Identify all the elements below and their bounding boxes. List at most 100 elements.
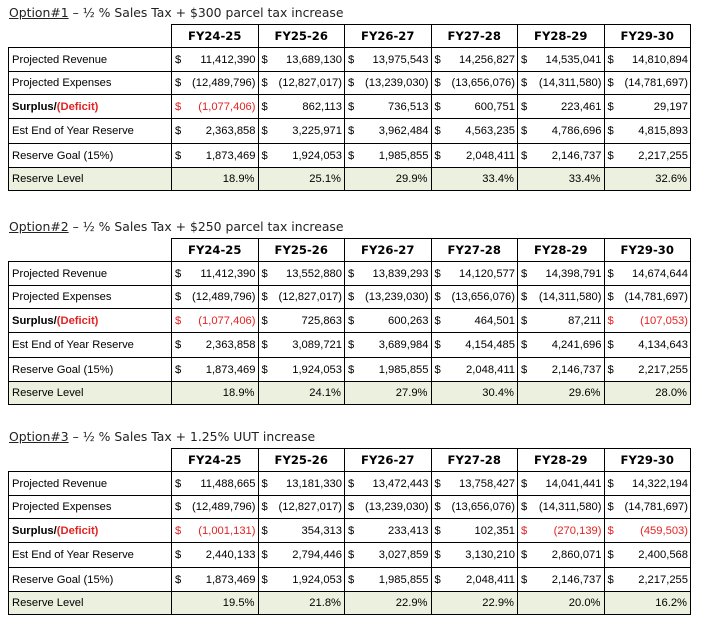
col-header: FY29-30 <box>603 24 691 48</box>
amount-value: (12,827,017) <box>278 291 342 303</box>
amount-value: (14,781,697) <box>624 291 688 303</box>
header-blank <box>8 448 172 472</box>
col-header: FY24-25 <box>171 448 259 472</box>
amount-value: (13,239,030) <box>365 77 429 89</box>
value-wrap: $102,351 <box>434 525 516 537</box>
amount-value: (459,503) <box>640 524 688 537</box>
expenses-cell: $ (13,656,076) <box>430 285 518 309</box>
reserve-cell: $3,027,859 <box>344 542 432 568</box>
deficit-label-text: (Deficit) <box>56 100 99 113</box>
amount-value: 1,985,855 <box>378 149 429 162</box>
currency-symbol: $ <box>434 100 441 113</box>
value-wrap: $ (12,827,017) <box>261 501 343 513</box>
amount-value: 1,873,469 <box>205 363 256 376</box>
surplus-row: Surplus/(Deficit) $ (1,077,406) $725,863 $60… <box>8 308 691 333</box>
currency-symbol: $ <box>348 549 355 561</box>
value-wrap: $11,412,390 <box>174 268 256 280</box>
amount-value: 14,810,894 <box>632 53 688 66</box>
value-wrap: $ (13,239,030) <box>347 501 429 513</box>
amount-value: 1,924,053 <box>292 573 342 586</box>
expenses-cell: $ (13,239,030) <box>344 71 432 95</box>
currency-symbol: $ <box>434 477 441 490</box>
amount-value: 14,535,041 <box>545 53 602 66</box>
currency-symbol: $ <box>348 524 355 537</box>
currency-symbol: $ <box>521 291 528 303</box>
value-wrap: $ (13,239,030) <box>347 291 429 303</box>
surplus-label-text: Surplus/ <box>12 524 57 537</box>
level-label: Reserve Level <box>8 381 172 405</box>
currency-symbol: $ <box>521 549 528 561</box>
revenue-row: Projected Revenue $11,488,665 $13,181,330 $… <box>8 471 691 496</box>
currency-symbol: $ <box>434 573 441 586</box>
value-wrap: $ (13,656,076) <box>434 77 516 89</box>
value-wrap: $ (12,827,017) <box>261 291 343 303</box>
level-cell: 32.6% <box>603 167 691 191</box>
goal-cell: $1,985,855 <box>344 143 432 168</box>
expenses-row: Projected Expenses $ (12,489,796) $ (12,827,… <box>8 495 691 519</box>
goal-cell: $2,217,255 <box>603 143 691 168</box>
amount-value: 3,089,721 <box>292 339 342 351</box>
value-wrap: $1,985,855 <box>347 150 429 162</box>
currency-symbol: $ <box>261 291 268 303</box>
amount-value: 2,146,737 <box>551 363 602 376</box>
level-cell: 21.8% <box>257 591 345 615</box>
currency-symbol: $ <box>348 314 355 327</box>
currency-symbol: $ <box>434 267 441 280</box>
reserve-cell: $4,154,485 <box>430 332 518 358</box>
value-wrap: $ (270,139) <box>520 525 602 537</box>
surplus-label: Surplus/(Deficit) <box>8 518 172 543</box>
value-wrap: $600,751 <box>434 101 516 113</box>
amount-value: (12,489,796) <box>192 501 256 513</box>
amount-value: 13,472,443 <box>372 477 429 490</box>
currency-symbol: $ <box>607 363 614 376</box>
level-label: Reserve Level <box>8 591 172 615</box>
amount-value: 3,962,484 <box>378 125 429 137</box>
amount-value: 2,146,737 <box>551 573 602 586</box>
currency-symbol: $ <box>175 314 182 327</box>
header-blank <box>8 24 172 48</box>
goal-cell: $2,048,411 <box>430 567 518 592</box>
revenue-cell: $11,412,390 <box>171 47 259 72</box>
value-wrap: $ (14,781,697) <box>607 291 689 303</box>
amount-value: 4,815,893 <box>638 125 688 137</box>
surplus-cell: $ (1,001,131) <box>171 518 259 543</box>
currency-symbol: $ <box>175 501 182 513</box>
expenses-cell: $ (14,781,697) <box>603 71 691 95</box>
amount-value: 2,363,858 <box>205 125 256 137</box>
currency-symbol: $ <box>521 339 528 351</box>
amount-value: (270,139) <box>553 524 602 537</box>
amount-value: 2,860,071 <box>551 549 602 561</box>
currency-symbol: $ <box>607 291 614 303</box>
amount-value: 223,461 <box>561 100 602 113</box>
currency-symbol: $ <box>175 549 182 561</box>
value-wrap: $ (13,656,076) <box>434 501 516 513</box>
col-header: FY26-27 <box>344 448 432 472</box>
revenue-cell: $13,758,427 <box>430 471 518 496</box>
option-2-description: – ½ % Sales Tax + $250 parcel tax increa… <box>68 219 344 234</box>
level-cell: 16.2% <box>603 591 691 615</box>
currency-symbol: $ <box>434 549 441 561</box>
amount-value: 4,786,696 <box>551 125 602 137</box>
currency-symbol: $ <box>175 339 182 351</box>
value-wrap: $2,146,737 <box>520 574 602 586</box>
surplus-cell: $736,513 <box>344 94 432 119</box>
col-header: FY28-29 <box>517 238 605 262</box>
level-cell: 25.1% <box>257 167 345 191</box>
currency-symbol: $ <box>175 125 182 137</box>
amount-value: 2,363,858 <box>205 339 256 351</box>
amount-value: 2,048,411 <box>466 149 515 162</box>
amount-value: (12,489,796) <box>192 291 256 303</box>
goal-cell: $2,217,255 <box>603 357 691 382</box>
surplus-cell: $464,501 <box>430 308 518 333</box>
amount-value: 354,313 <box>301 524 342 537</box>
col-header: FY27-28 <box>430 24 518 48</box>
level-cell: 20.0% <box>517 591 605 615</box>
amount-value: 2,217,255 <box>638 149 688 162</box>
col-header: FY29-30 <box>603 238 691 262</box>
level-cell: 24.1% <box>257 381 345 405</box>
value-wrap: $ (1,077,406) <box>174 101 256 113</box>
value-wrap: $1,924,053 <box>261 574 343 586</box>
reserve-cell: $3,962,484 <box>344 118 432 144</box>
value-wrap: $1,924,053 <box>261 150 343 162</box>
amount-value: 3,027,859 <box>378 549 429 561</box>
